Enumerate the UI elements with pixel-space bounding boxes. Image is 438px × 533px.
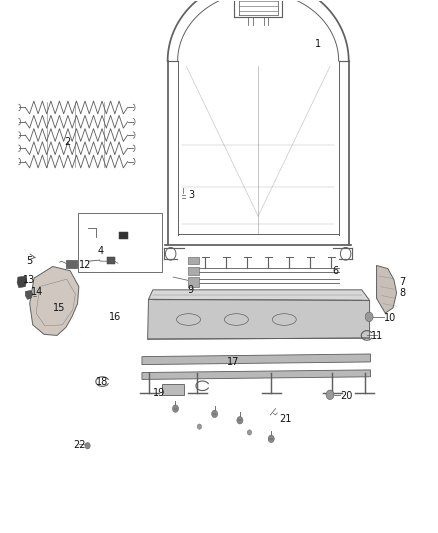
Text: 6: 6 bbox=[332, 266, 338, 276]
Bar bbox=[119, 231, 127, 239]
Bar bbox=[78, 214, 162, 272]
Bar bbox=[162, 384, 184, 395]
Circle shape bbox=[365, 312, 373, 321]
Polygon shape bbox=[30, 266, 79, 335]
Text: 2: 2 bbox=[64, 137, 71, 147]
Text: 4: 4 bbox=[97, 246, 103, 256]
Text: 9: 9 bbox=[187, 285, 194, 295]
Polygon shape bbox=[148, 300, 370, 339]
Text: 3: 3 bbox=[188, 190, 194, 200]
Text: 18: 18 bbox=[96, 377, 109, 387]
Circle shape bbox=[85, 442, 90, 449]
Circle shape bbox=[173, 405, 179, 413]
Text: 11: 11 bbox=[371, 332, 383, 342]
Bar bbox=[107, 257, 115, 264]
Bar bbox=[187, 277, 198, 287]
Circle shape bbox=[237, 417, 243, 424]
Bar bbox=[187, 266, 198, 275]
Text: 7: 7 bbox=[399, 277, 406, 287]
Text: 14: 14 bbox=[31, 287, 43, 297]
Circle shape bbox=[326, 390, 334, 400]
Text: 22: 22 bbox=[73, 440, 86, 450]
Text: 21: 21 bbox=[279, 414, 291, 424]
Polygon shape bbox=[142, 370, 371, 379]
Bar bbox=[66, 260, 77, 268]
Text: 16: 16 bbox=[110, 312, 122, 322]
Text: 13: 13 bbox=[23, 275, 35, 285]
Circle shape bbox=[197, 424, 201, 429]
Circle shape bbox=[247, 430, 252, 435]
Circle shape bbox=[212, 410, 218, 418]
Polygon shape bbox=[25, 290, 33, 300]
Polygon shape bbox=[17, 276, 27, 288]
Text: 15: 15 bbox=[53, 303, 65, 313]
Text: 20: 20 bbox=[340, 391, 352, 401]
Text: 8: 8 bbox=[399, 288, 406, 298]
Polygon shape bbox=[377, 265, 396, 313]
Text: 1: 1 bbox=[315, 39, 321, 49]
Text: 10: 10 bbox=[384, 313, 396, 324]
Text: 17: 17 bbox=[227, 357, 239, 367]
Text: 5: 5 bbox=[27, 256, 33, 266]
Polygon shape bbox=[142, 354, 371, 365]
Text: 12: 12 bbox=[79, 261, 91, 270]
Circle shape bbox=[268, 435, 274, 442]
Polygon shape bbox=[148, 290, 370, 301]
Text: 19: 19 bbox=[153, 387, 165, 398]
Bar bbox=[187, 257, 198, 264]
